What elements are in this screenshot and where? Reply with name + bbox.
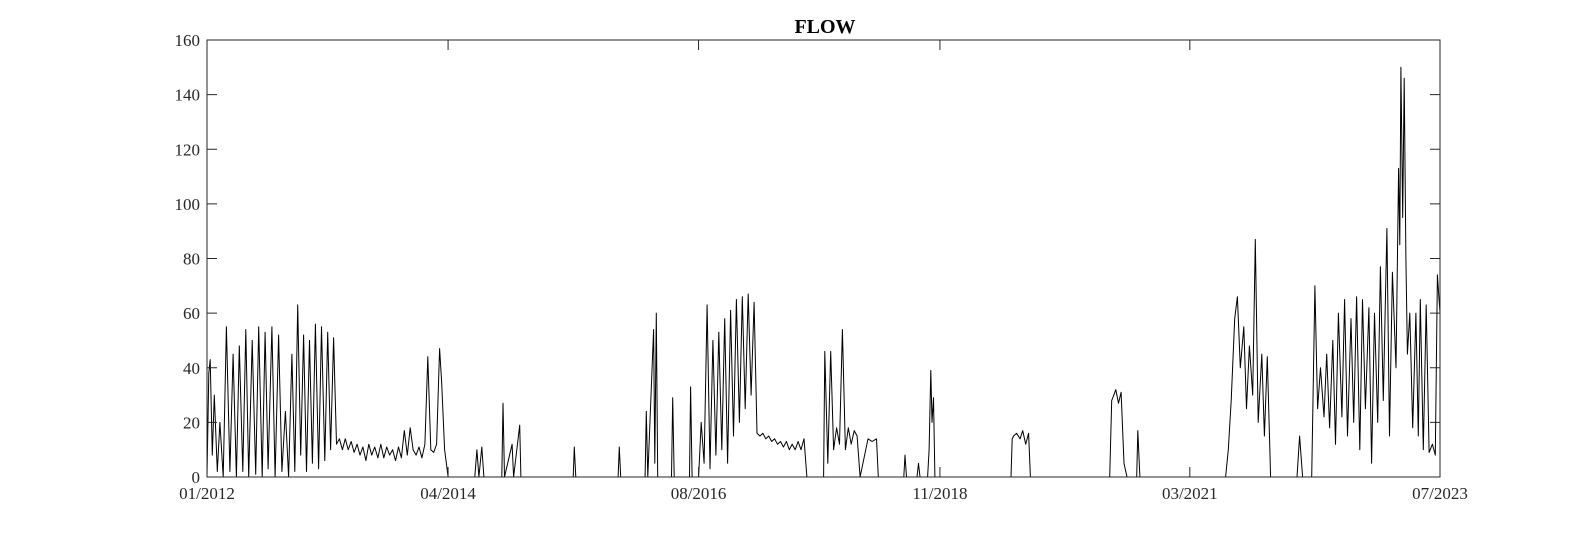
chart-title: FLOW bbox=[794, 16, 855, 38]
x-tick-label: 01/2012 bbox=[179, 484, 235, 503]
x-tick-label: 07/2023 bbox=[1412, 484, 1468, 503]
plot-area bbox=[206, 66, 1441, 478]
y-tick-label: 140 bbox=[175, 86, 201, 105]
axes: 0 20 40 60 80 100 120 140 160 01/2012 04/2014 08/20… bbox=[175, 31, 1468, 503]
y-tick-label: 60 bbox=[183, 304, 200, 323]
x-tick-label: 08/2016 bbox=[671, 484, 727, 503]
y-tick-label: 160 bbox=[175, 31, 201, 50]
y-tick-label: 0 bbox=[192, 468, 201, 487]
series-line-0 bbox=[206, 66, 1441, 478]
x-tick-label: 11/2018 bbox=[912, 484, 967, 503]
x-tick-label: 03/2021 bbox=[1162, 484, 1218, 503]
y-tick-label: 80 bbox=[183, 250, 200, 269]
y-tick-label: 100 bbox=[175, 195, 201, 214]
y-tick-label: 120 bbox=[175, 140, 201, 159]
y-tick-label: 40 bbox=[183, 359, 200, 378]
x-tick-label: 04/2014 bbox=[420, 484, 476, 503]
y-tick-label: 20 bbox=[183, 413, 200, 432]
